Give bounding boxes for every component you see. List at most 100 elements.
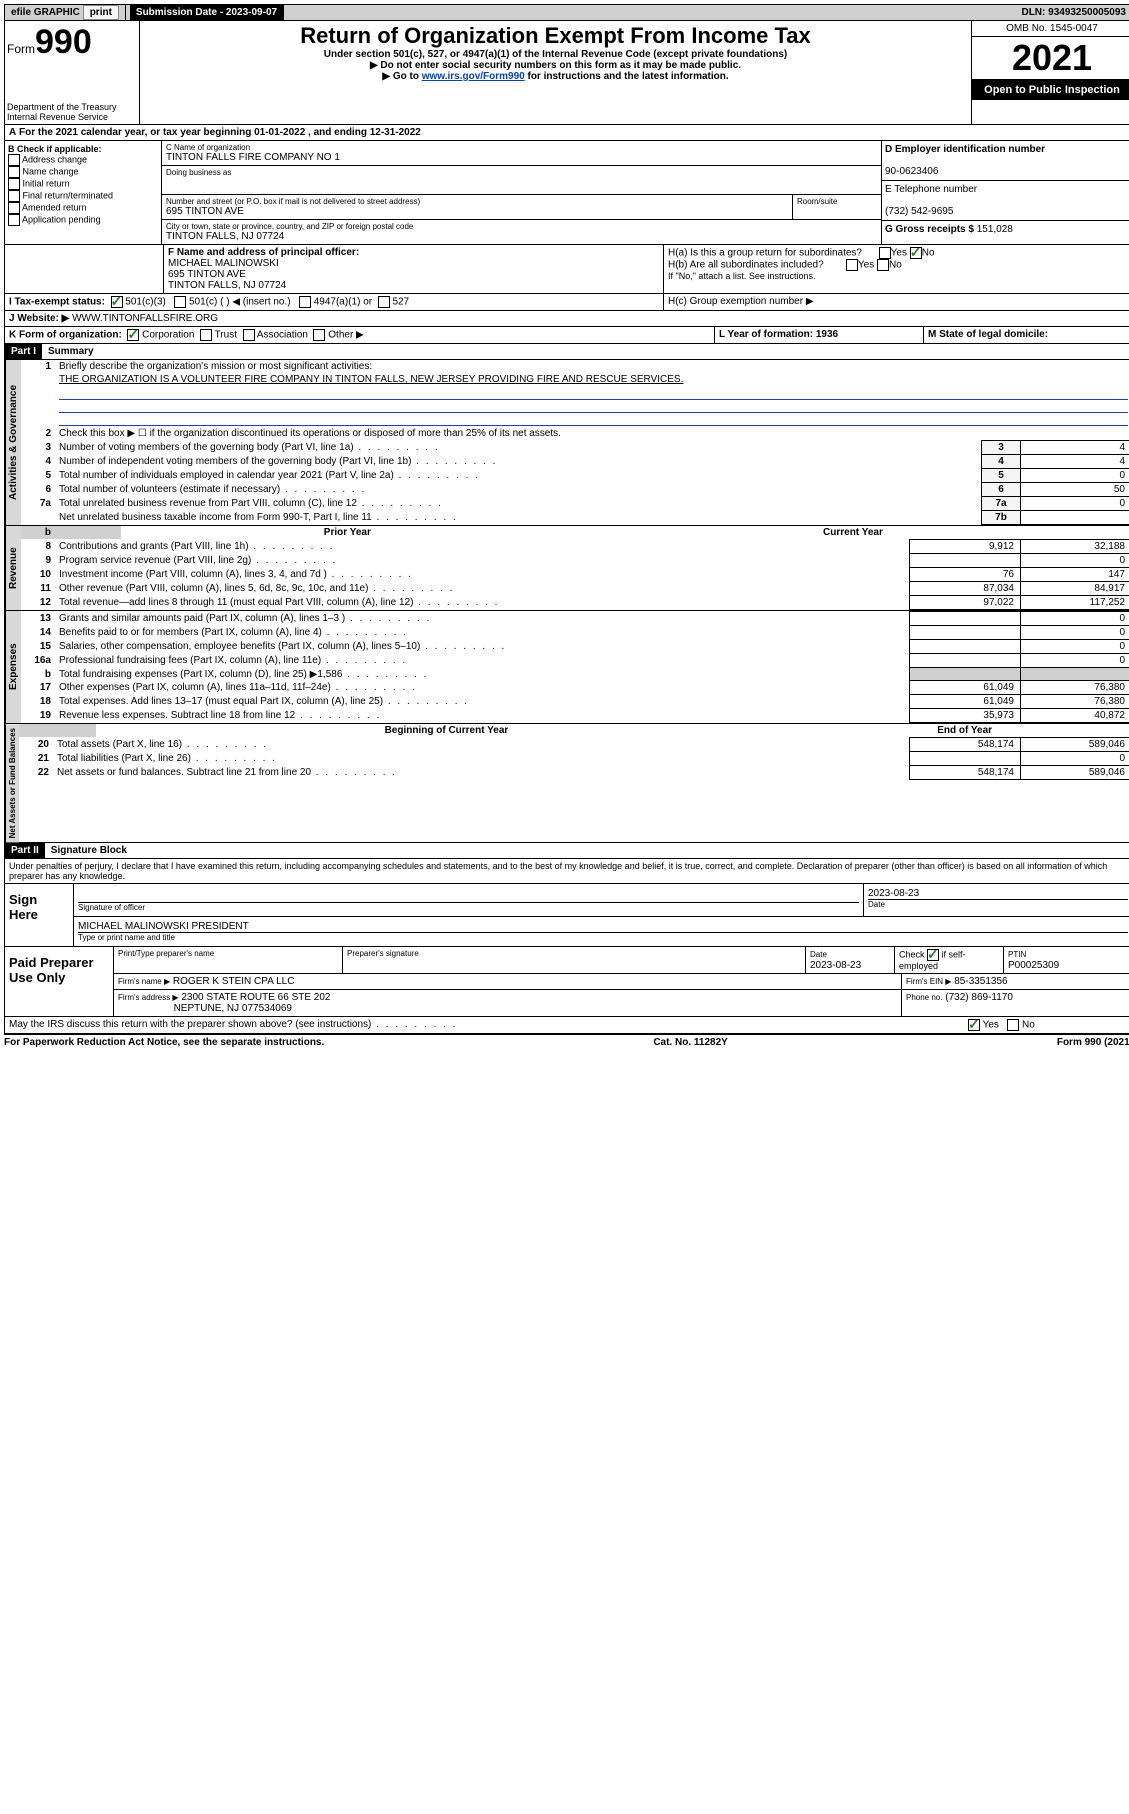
col-current: Current Year — [574, 526, 1129, 539]
table-row: 15Salaries, other compensation, employee… — [21, 640, 1129, 654]
trust-checkbox[interactable] — [200, 329, 212, 341]
line-j: J Website: ▶ WWW.TINTONFALLSFIRE.ORG — [5, 311, 222, 326]
table-row: 13Grants and similar amounts paid (Part … — [21, 612, 1129, 626]
table-row: 19Revenue less expenses. Subtract line 1… — [21, 709, 1129, 723]
ha-label: H(a) Is this a group return for subordin… — [668, 247, 1128, 259]
col-begin: Beginning of Current Year — [96, 724, 798, 737]
addr-change-checkbox[interactable] — [8, 154, 20, 166]
table-row: 21Total liabilities (Part X, line 26)0 — [19, 752, 1129, 766]
table-row: 17Other expenses (Part IX, column (A), l… — [21, 681, 1129, 695]
tab-governance: Activities & Governance — [5, 360, 21, 525]
box-e: E Telephone number(732) 542-9695 — [882, 181, 1129, 221]
pt-name-label: Print/Type preparer's name — [114, 947, 343, 973]
501c-checkbox[interactable] — [174, 296, 186, 308]
table-row: 20Total assets (Part X, line 16)548,1745… — [19, 738, 1129, 752]
name-change-checkbox[interactable] — [8, 166, 20, 178]
line-l: L Year of formation: 1936 — [715, 327, 924, 343]
app-pending-checkbox[interactable] — [8, 214, 20, 226]
submission-date: Submission Date - 2023-09-07 — [130, 5, 284, 20]
fh-row: F Name and address of principal officer:… — [4, 245, 1129, 294]
form-number: Form990 — [7, 23, 137, 62]
tab-net-assets: Net Assets or Fund Balances — [5, 724, 19, 842]
hb-yes[interactable] — [846, 259, 858, 271]
officer-type-label: Type or print name and title — [78, 932, 1128, 942]
street-address: 695 TINTON AVE — [166, 206, 788, 217]
officer-addr1: 695 TINTON AVE — [168, 269, 246, 280]
other-checkbox[interactable] — [313, 329, 325, 341]
ha-yes[interactable] — [879, 247, 891, 259]
page-footer: For Paperwork Reduction Act Notice, see … — [4, 1034, 1129, 1048]
officer-addr2: TINTON FALLS, NJ 07724 — [168, 280, 286, 291]
col-prior: Prior Year — [121, 526, 574, 539]
527-checkbox[interactable] — [378, 296, 390, 308]
box-g: G Gross receipts $ 151,028 — [882, 221, 1129, 238]
discuss-no[interactable] — [1007, 1019, 1019, 1031]
instructions-link[interactable]: www.irs.gov/Form990 — [422, 71, 525, 82]
hb-note: If "No," attach a list. See instructions… — [668, 271, 1128, 281]
line2-label: Check this box ▶ ☐ if the organization d… — [55, 427, 1129, 440]
col-end: End of Year — [797, 724, 1129, 737]
top-toolbar: efile GRAPHIC print Submission Date - 20… — [4, 4, 1129, 21]
officer-name: MICHAEL MALINOWSKI — [168, 258, 279, 269]
print-button[interactable]: print — [83, 5, 119, 20]
firm-name: ROGER K STEIN CPA LLC — [173, 976, 295, 987]
line1-label: Briefly describe the organization's miss… — [55, 360, 1129, 373]
entity-block: B Check if applicable: Address change Na… — [4, 141, 1129, 245]
footer-right: Form 990 (2021) — [1057, 1037, 1129, 1048]
box-b: B Check if applicable: Address change Na… — [5, 141, 162, 244]
subtitle-1: Under section 501(c), 527, or 4947(a)(1)… — [142, 49, 969, 60]
hb-label: H(b) Are all subordinates included? Yes … — [668, 259, 1128, 271]
table-row: 18Total expenses. Add lines 13–17 (must … — [21, 695, 1129, 709]
mission-text: THE ORGANIZATION IS A VOLUNTEER FIRE COM… — [59, 374, 683, 385]
501c3-checkbox[interactable] — [111, 296, 123, 308]
city-state-zip: TINTON FALLS, NJ 07724 — [166, 231, 877, 242]
box-d: D Employer identification number90-06234… — [882, 141, 1129, 181]
efile-label: efile GRAPHIC print — [5, 5, 126, 20]
table-row: 9Program service revenue (Part VIII, lin… — [21, 554, 1129, 568]
amended-checkbox[interactable] — [8, 202, 20, 214]
subtitle-3: ▶ Go to www.irs.gov/Form990 for instruct… — [142, 71, 969, 82]
discuss-yes[interactable] — [968, 1019, 980, 1031]
sign-here-label: Sign Here — [5, 884, 74, 946]
addr-label: Number and street (or P.O. box if mail i… — [166, 197, 788, 206]
sig-officer-label: Signature of officer — [78, 902, 859, 912]
ha-no[interactable] — [910, 247, 922, 259]
part1-header: Part I — [5, 344, 42, 359]
table-row: 5Total number of individuals employed in… — [21, 469, 1129, 483]
footer-left: For Paperwork Reduction Act Notice, see … — [4, 1037, 324, 1048]
discuss-label: May the IRS discuss this return with the… — [5, 1017, 964, 1033]
table-row: 7aTotal unrelated business revenue from … — [21, 497, 1129, 511]
self-employed-checkbox[interactable] — [927, 949, 939, 961]
footer-mid: Cat. No. 11282Y — [653, 1037, 727, 1048]
table-row: 14Benefits paid to or for members (Part … — [21, 626, 1129, 640]
table-row: bTotal fundraising expenses (Part IX, co… — [21, 668, 1129, 681]
dln-label: DLN: 93493250005093 — [1015, 5, 1129, 20]
table-row: 4Number of independent voting members of… — [21, 455, 1129, 469]
table-row: 12Total revenue—add lines 8 through 11 (… — [21, 596, 1129, 610]
tab-expenses: Expenses — [5, 611, 21, 723]
initial-return-checkbox[interactable] — [8, 178, 20, 190]
box-f-label: F Name and address of principal officer: — [168, 247, 359, 258]
table-row: 6Total number of volunteers (estimate if… — [21, 483, 1129, 497]
pt-self-employed: Check if self-employed — [895, 947, 1004, 973]
city-label: City or town, state or province, country… — [166, 222, 877, 231]
form-header: Form990 Department of the Treasury Inter… — [4, 21, 1129, 125]
firm-phone: (732) 869-1170 — [945, 992, 1013, 1003]
dba-label: Doing business as — [166, 168, 877, 177]
table-row: 11Other revenue (Part VIII, column (A), … — [21, 582, 1129, 596]
form-title: Return of Organization Exempt From Incom… — [142, 23, 969, 49]
sig-date: 2023-08-23 — [868, 888, 1128, 899]
hb-no[interactable] — [877, 259, 889, 271]
line-i: I Tax-exempt status: 501(c)(3) 501(c) ( … — [5, 294, 664, 310]
date-label: Date — [868, 899, 1128, 909]
part2-header: Part II — [5, 843, 45, 858]
final-return-checkbox[interactable] — [8, 190, 20, 202]
line-k: K Form of organization: Corporation Trus… — [5, 327, 715, 343]
table-row: 8Contributions and grants (Part VIII, li… — [21, 540, 1129, 554]
4947-checkbox[interactable] — [299, 296, 311, 308]
corp-checkbox[interactable] — [127, 329, 139, 341]
hc-label: H(c) Group exemption number ▶ — [664, 294, 1129, 310]
ptin: P00025309 — [1008, 960, 1059, 971]
assoc-checkbox[interactable] — [243, 329, 255, 341]
firm-ein: 85-3351356 — [954, 976, 1007, 987]
